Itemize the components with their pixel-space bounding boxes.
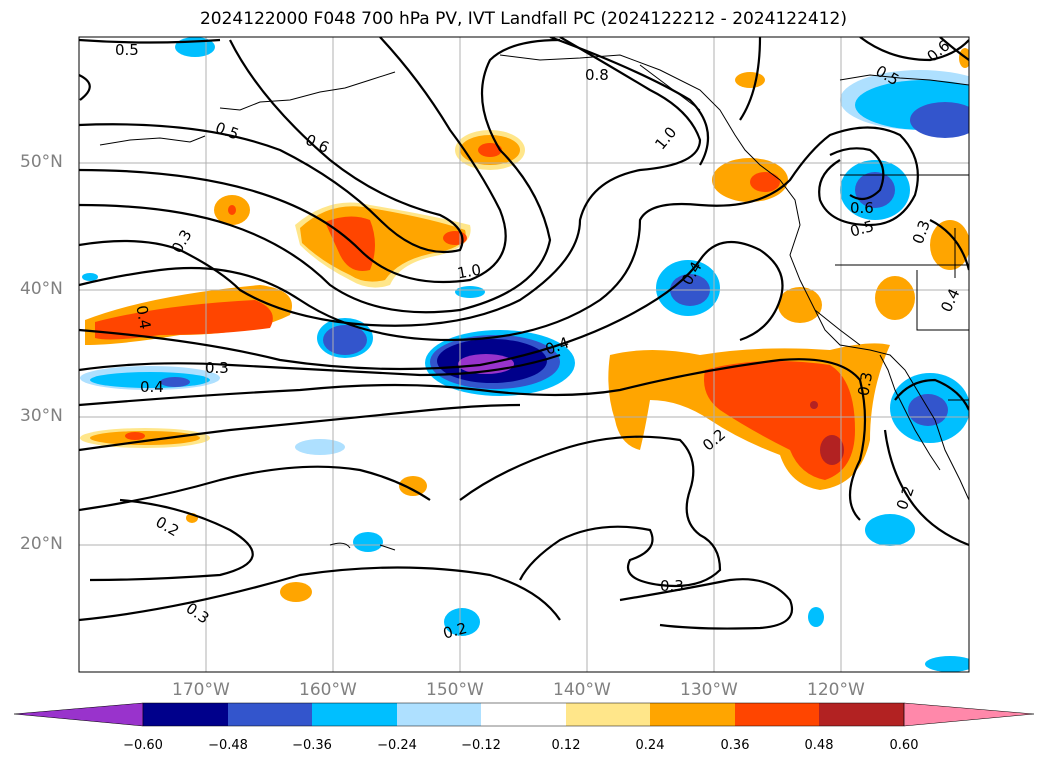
- lon-label: 120°W: [807, 680, 865, 700]
- colorbar-tick: 0.36: [720, 738, 750, 753]
- colorbar-tick: 0.12: [551, 738, 581, 753]
- positive-anomaly: [875, 276, 915, 320]
- negative-anomaly: [455, 286, 485, 298]
- negative-anomaly: [908, 394, 948, 426]
- colorbar-tick: −0.60: [123, 738, 163, 753]
- contour-label: 0.3: [854, 371, 876, 398]
- colorbar-segment: [143, 703, 228, 726]
- colorbar-segment: [650, 703, 735, 726]
- positive-anomaly: [90, 431, 200, 445]
- colorbar-segment: [735, 703, 819, 726]
- colorbar-tick: −0.24: [377, 738, 417, 753]
- negative-anomaly: [353, 532, 383, 552]
- positive-anomaly: [810, 401, 818, 409]
- lon-label: 130°W: [680, 680, 738, 700]
- colorbar-segment: [481, 703, 566, 726]
- contour-label: 0.8: [585, 66, 609, 84]
- positive-anomaly: [95, 300, 273, 340]
- contour-label: 0.5: [115, 41, 139, 59]
- negative-anomaly: [808, 607, 824, 627]
- negative-anomaly: [323, 325, 367, 355]
- coastlines: [99, 54, 969, 551]
- contour-label: 0.6: [850, 199, 874, 217]
- positive-anomaly: [280, 582, 312, 602]
- pv-contours: [79, 37, 969, 630]
- contour-label: 0.3: [205, 359, 229, 377]
- positive-anomaly: [820, 435, 844, 465]
- lon-label: 140°W: [553, 680, 611, 700]
- map-title: 2024122000 F048 700 hPa PV, IVT Landfall…: [199, 9, 847, 29]
- contour-label: 0.5: [848, 217, 876, 241]
- negative-anomaly: [160, 377, 190, 387]
- colorbar-segment: [566, 703, 650, 726]
- contour-label: 1.0: [456, 261, 483, 283]
- negative-anomaly: [925, 656, 969, 672]
- colorbar-segment: [312, 703, 397, 726]
- contour-label: 0.3: [660, 577, 684, 595]
- negative-anomaly: [295, 439, 345, 455]
- contour-label-group: 0.5 0.5 0.6 0.8 1.0 0.5 0.6 0.6 0.5 0.3 …: [115, 37, 964, 643]
- colorbar-tick: −0.48: [208, 738, 248, 753]
- positive-anomaly: [959, 48, 969, 68]
- positive-anomaly: [778, 287, 822, 323]
- negative-anomaly: [910, 102, 969, 138]
- colorbar-segment: [228, 703, 312, 726]
- negative-anomaly: [865, 514, 915, 546]
- colorbar: [13, 702, 1035, 727]
- positive-anomaly: [704, 361, 855, 480]
- lon-label: 170°W: [172, 680, 230, 700]
- colorbar-tick: 0.24: [635, 738, 665, 753]
- positive-anomaly: [930, 220, 969, 270]
- positive-anomaly: [228, 205, 236, 215]
- colorbar-tick: 0.48: [804, 738, 834, 753]
- lat-label: 50°N: [20, 152, 63, 172]
- contour-label: 0.2: [441, 619, 469, 643]
- colorbar-segment: [397, 703, 481, 726]
- map-frame: [78, 36, 970, 673]
- positive-anomaly: [750, 172, 780, 192]
- contour-label: 0.4: [132, 304, 154, 331]
- lon-label: 160°W: [299, 680, 357, 700]
- colorbar-extend-left: [13, 702, 144, 727]
- lat-label: 30°N: [20, 406, 63, 426]
- colorbar-tick: −0.36: [292, 738, 332, 753]
- lon-label: 150°W: [426, 680, 484, 700]
- negative-anomaly: [82, 273, 98, 281]
- lat-label: 20°N: [20, 534, 63, 554]
- positive-anomaly: [478, 143, 502, 157]
- lat-label: 40°N: [20, 279, 63, 299]
- colorbar-segment: [819, 703, 904, 726]
- positive-anomaly: [399, 476, 427, 496]
- positive-anomaly: [735, 72, 765, 88]
- anomaly-fills: [80, 37, 969, 672]
- colorbar-tick: 0.60: [889, 738, 919, 753]
- negative-anomaly: [444, 608, 480, 636]
- contour-label: 0.4: [140, 378, 164, 396]
- colorbar-tick: −0.12: [461, 738, 501, 753]
- positive-anomaly: [125, 432, 145, 440]
- colorbar-extend-right: [903, 702, 1035, 727]
